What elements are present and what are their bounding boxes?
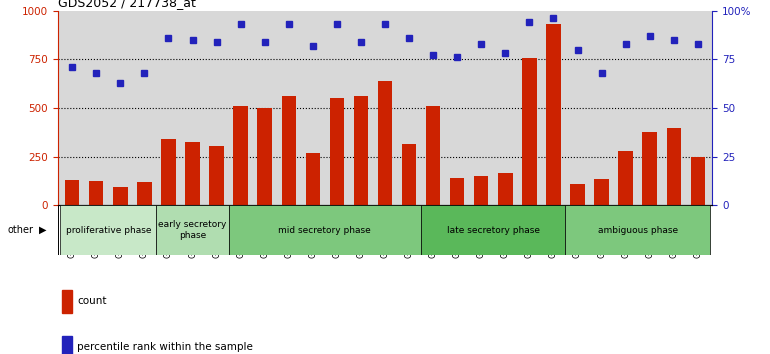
Text: count: count [77, 296, 106, 306]
Bar [565, 205, 710, 255]
Bar [113, 187, 128, 205]
Text: late secretory phase: late secretory phase [447, 225, 540, 235]
Bar [257, 108, 272, 205]
Bar [402, 144, 417, 205]
Bar [229, 205, 421, 255]
Bar [137, 182, 152, 205]
Bar [161, 139, 176, 205]
Bar [306, 153, 320, 205]
Bar [65, 180, 79, 205]
Bar [426, 106, 440, 205]
Text: ▶: ▶ [38, 225, 46, 235]
Bar [282, 96, 296, 205]
Bar [60, 205, 156, 255]
Text: proliferative phase: proliferative phase [65, 225, 151, 235]
Bar [330, 98, 344, 205]
Bar [186, 142, 199, 205]
Bar [378, 81, 392, 205]
Bar [691, 156, 705, 205]
Bar [58, 205, 712, 255]
Bar [209, 146, 224, 205]
Text: percentile rank within the sample: percentile rank within the sample [77, 342, 253, 352]
Bar [618, 151, 633, 205]
Bar [594, 179, 609, 205]
Bar [546, 24, 561, 205]
Text: mid secretory phase: mid secretory phase [279, 225, 371, 235]
Bar [474, 176, 488, 205]
Text: GDS2052 / 217738_at: GDS2052 / 217738_at [58, 0, 196, 10]
Bar [667, 129, 681, 205]
Text: other: other [8, 225, 34, 235]
Bar [89, 181, 103, 205]
Bar [522, 58, 537, 205]
Bar [233, 106, 248, 205]
Bar [450, 178, 464, 205]
Bar [156, 205, 229, 255]
Bar [642, 132, 657, 205]
Bar [498, 173, 513, 205]
Bar [571, 184, 584, 205]
Text: ambiguous phase: ambiguous phase [598, 225, 678, 235]
Bar [421, 205, 565, 255]
Bar [353, 96, 368, 205]
Text: early secretory
phase: early secretory phase [159, 221, 226, 240]
